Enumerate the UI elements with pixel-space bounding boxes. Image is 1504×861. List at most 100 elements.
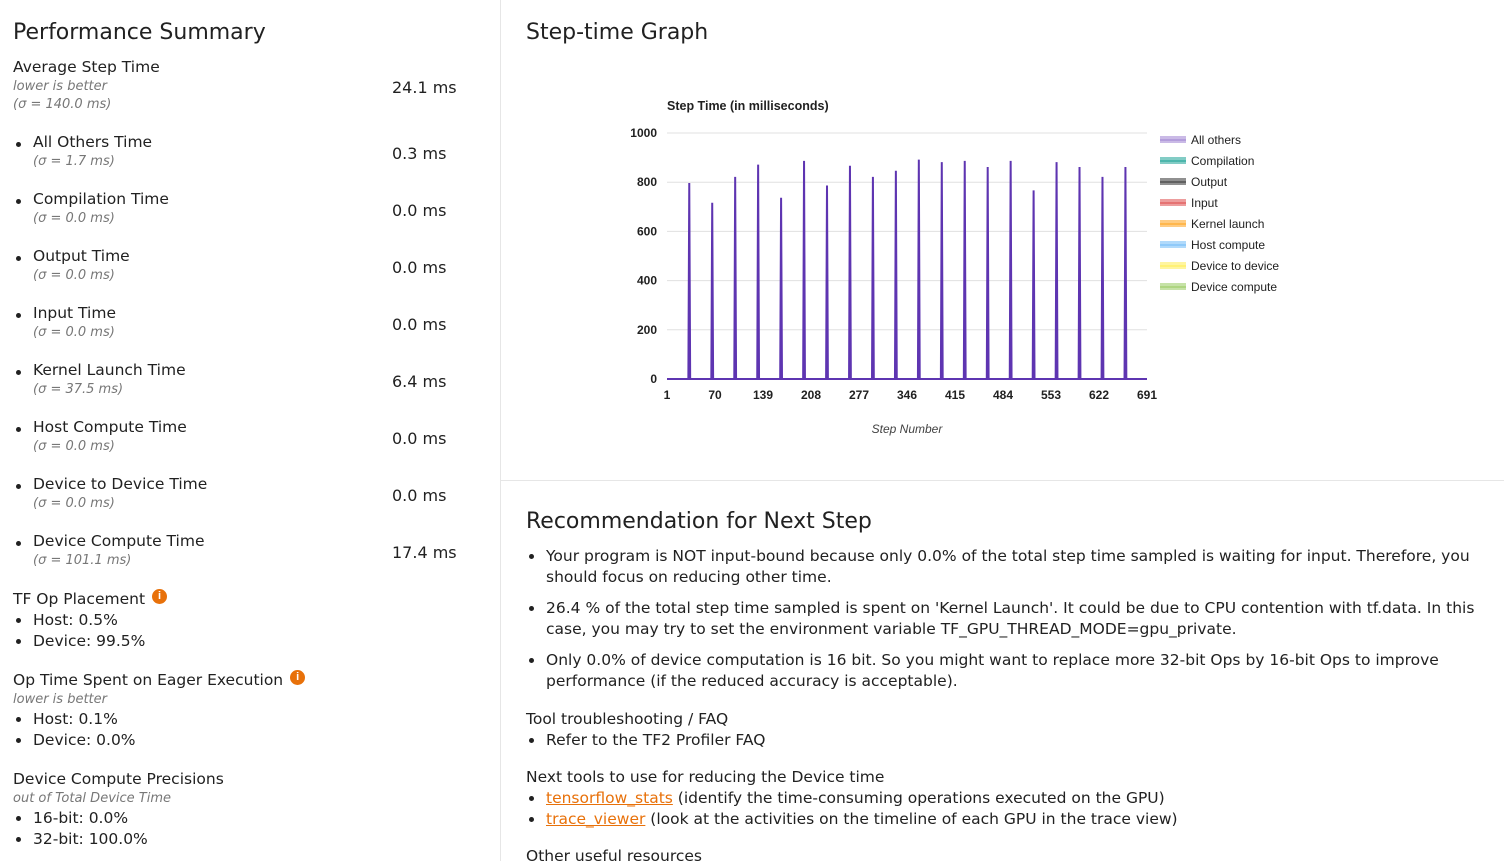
step-time-spike	[985, 167, 990, 380]
y-tick-label: 800	[637, 175, 657, 189]
info-icon[interactable]: i	[290, 669, 306, 685]
precisions-note: out of Total Device Time	[13, 791, 171, 806]
y-tick-label: 0	[650, 372, 657, 386]
x-tick-label: 622	[1089, 388, 1109, 402]
legend-label: Host compute	[1191, 238, 1265, 252]
bullet	[16, 142, 21, 147]
metric-sigma: (σ = 101.1 ms)	[33, 553, 132, 568]
legend-label: All others	[1191, 133, 1241, 147]
x-tick-label: 139	[753, 388, 773, 402]
step-time-spike	[962, 160, 967, 380]
legend-label: Compilation	[1191, 154, 1254, 168]
recommendation-section: Recommendation for Next Step Your progra…	[501, 481, 1504, 861]
bullet	[16, 484, 21, 489]
metric-sigma: (σ = 0.0 ms)	[33, 268, 115, 283]
metric-value: 0.0 ms	[392, 201, 447, 220]
average-step-time-sigma: (σ = 140.0 ms)	[13, 97, 112, 112]
metric-sigma: (σ = 1.7 ms)	[33, 154, 115, 169]
chart-legend: All others Compilation Output Input Kernel l…	[1160, 133, 1279, 294]
metric-sigma: (σ = 0.0 ms)	[33, 211, 115, 226]
eager-host: Host: 0.1%	[13, 709, 493, 730]
trace-viewer-link[interactable]: trace_viewer	[546, 810, 646, 828]
chart-grid	[667, 132, 1147, 380]
metric-value: 0.0 ms	[392, 315, 447, 334]
precision-16bit: 16-bit: 0.0%	[13, 808, 493, 829]
tensorflow-stats-link[interactable]: tensorflow_stats	[546, 789, 673, 807]
step-time-chart[interactable]: Step Time (in milliseconds) 0 200 400 600 80…	[601, 85, 1501, 455]
y-tick-label: 400	[637, 274, 657, 288]
metric-value: 0.3 ms	[392, 144, 447, 163]
average-step-time-label: Average Step Time	[13, 58, 160, 76]
next-tool-item: tensorflow_stats (identify the time-cons…	[526, 788, 1501, 809]
chart-series	[687, 159, 1128, 380]
legend-label: Kernel launch	[1191, 217, 1264, 231]
step-time-spike	[1054, 162, 1059, 380]
chart-title: Step Time (in milliseconds)	[667, 99, 829, 113]
step-time-spike	[1031, 190, 1036, 380]
recommendation-item: Your program is NOT input-bound because …	[526, 546, 1501, 588]
step-time-spike	[1100, 176, 1105, 380]
eager-device: Device: 0.0%	[13, 730, 493, 751]
metric-compilation: Compilation Time (σ = 0.0 ms) 0.0 ms	[13, 190, 493, 240]
eager-execution: Op Time Spent on Eager Execution i lower…	[13, 669, 493, 751]
recommendation-title: Recommendation for Next Step	[526, 509, 872, 534]
x-tick-label: 415	[945, 388, 965, 402]
info-icon[interactable]: i	[152, 588, 168, 604]
step-time-spike	[871, 176, 875, 380]
bullet	[16, 199, 21, 204]
step-time-spike	[916, 159, 921, 380]
bullet	[16, 313, 21, 318]
step-time-spike	[1008, 160, 1013, 380]
step-time-spike	[756, 164, 761, 380]
metric-value: 0.0 ms	[392, 429, 447, 448]
x-tick-label: 277	[849, 388, 869, 402]
x-axis-label: Step Number	[872, 422, 944, 436]
next-tools-block: Next tools to use for reducing the Devic…	[526, 767, 1501, 830]
metric-value: 0.0 ms	[392, 258, 447, 277]
step-time-spike	[1077, 167, 1082, 380]
step-time-spike	[893, 170, 898, 380]
y-tick-label: 1000	[630, 126, 657, 140]
metric-sigma: (σ = 0.0 ms)	[33, 496, 115, 511]
step-time-spike	[939, 162, 944, 380]
next-tool-item: trace_viewer (look at the activities on …	[526, 809, 1501, 830]
legend-label: Input	[1191, 196, 1218, 210]
metric-kernel-launch: Kernel Launch Time (σ = 37.5 ms) 6.4 ms	[13, 361, 493, 411]
step-time-spike	[802, 160, 806, 380]
precisions-title: Device Compute Precisions	[13, 770, 224, 788]
x-tick-label: 208	[801, 388, 821, 402]
metric-sigma: (σ = 0.0 ms)	[33, 439, 115, 454]
eager-execution-title: Op Time Spent on Eager Execution	[13, 671, 284, 689]
recommendation-item: 26.4 % of the total step time sampled is…	[526, 598, 1501, 640]
bullet	[16, 256, 21, 261]
performance-summary-panel: Performance Summary Average Step Time lo…	[0, 0, 501, 861]
metric-label: All Others Time	[33, 133, 153, 151]
x-tick-label: 484	[993, 388, 1013, 402]
metric-sigma: (σ = 0.0 ms)	[33, 325, 115, 340]
tf-op-placement: TF Op Placement i Host: 0.5% Device: 99.…	[13, 588, 493, 652]
x-tick-label: 70	[708, 388, 722, 402]
metric-label: Host Compute Time	[33, 418, 187, 436]
metric-output: Output Time (σ = 0.0 ms) 0.0 ms	[13, 247, 493, 297]
x-axis-ticks: 1 70 139 208 277 346 415 484 553 622 691	[664, 388, 1158, 402]
step-time-spike	[848, 165, 852, 380]
x-tick-label: 691	[1137, 388, 1157, 402]
y-axis-ticks: 0 200 400 600 800 1000	[630, 126, 657, 386]
metric-device-to-device: Device to Device Time (σ = 0.0 ms) 0.0 m…	[13, 475, 493, 525]
other-resources-title: Other useful resources	[526, 847, 703, 861]
step-time-spike	[779, 197, 783, 380]
recommendation-list: Your program is NOT input-bound because …	[526, 546, 1501, 702]
step-time-graph-section: Step-time Graph Step Time (in millisecon…	[501, 0, 1504, 481]
bullet	[16, 370, 21, 375]
metric-label: Input Time	[33, 304, 116, 322]
metric-label: Device Compute Time	[33, 532, 205, 550]
step-time-spike	[710, 202, 715, 380]
recommendation-item: Only 0.0% of device computation is 16 bi…	[526, 650, 1501, 692]
metric-label: Compilation Time	[33, 190, 169, 208]
metric-device-compute: Device Compute Time (σ = 101.1 ms) 17.4 …	[13, 532, 493, 582]
metric-value: 0.0 ms	[392, 486, 447, 505]
legend-label: Device to device	[1191, 259, 1279, 273]
precision-32bit: 32-bit: 100.0%	[13, 829, 493, 850]
eager-execution-note: lower is better	[13, 692, 107, 707]
step-time-graph-title: Step-time Graph	[526, 20, 709, 45]
